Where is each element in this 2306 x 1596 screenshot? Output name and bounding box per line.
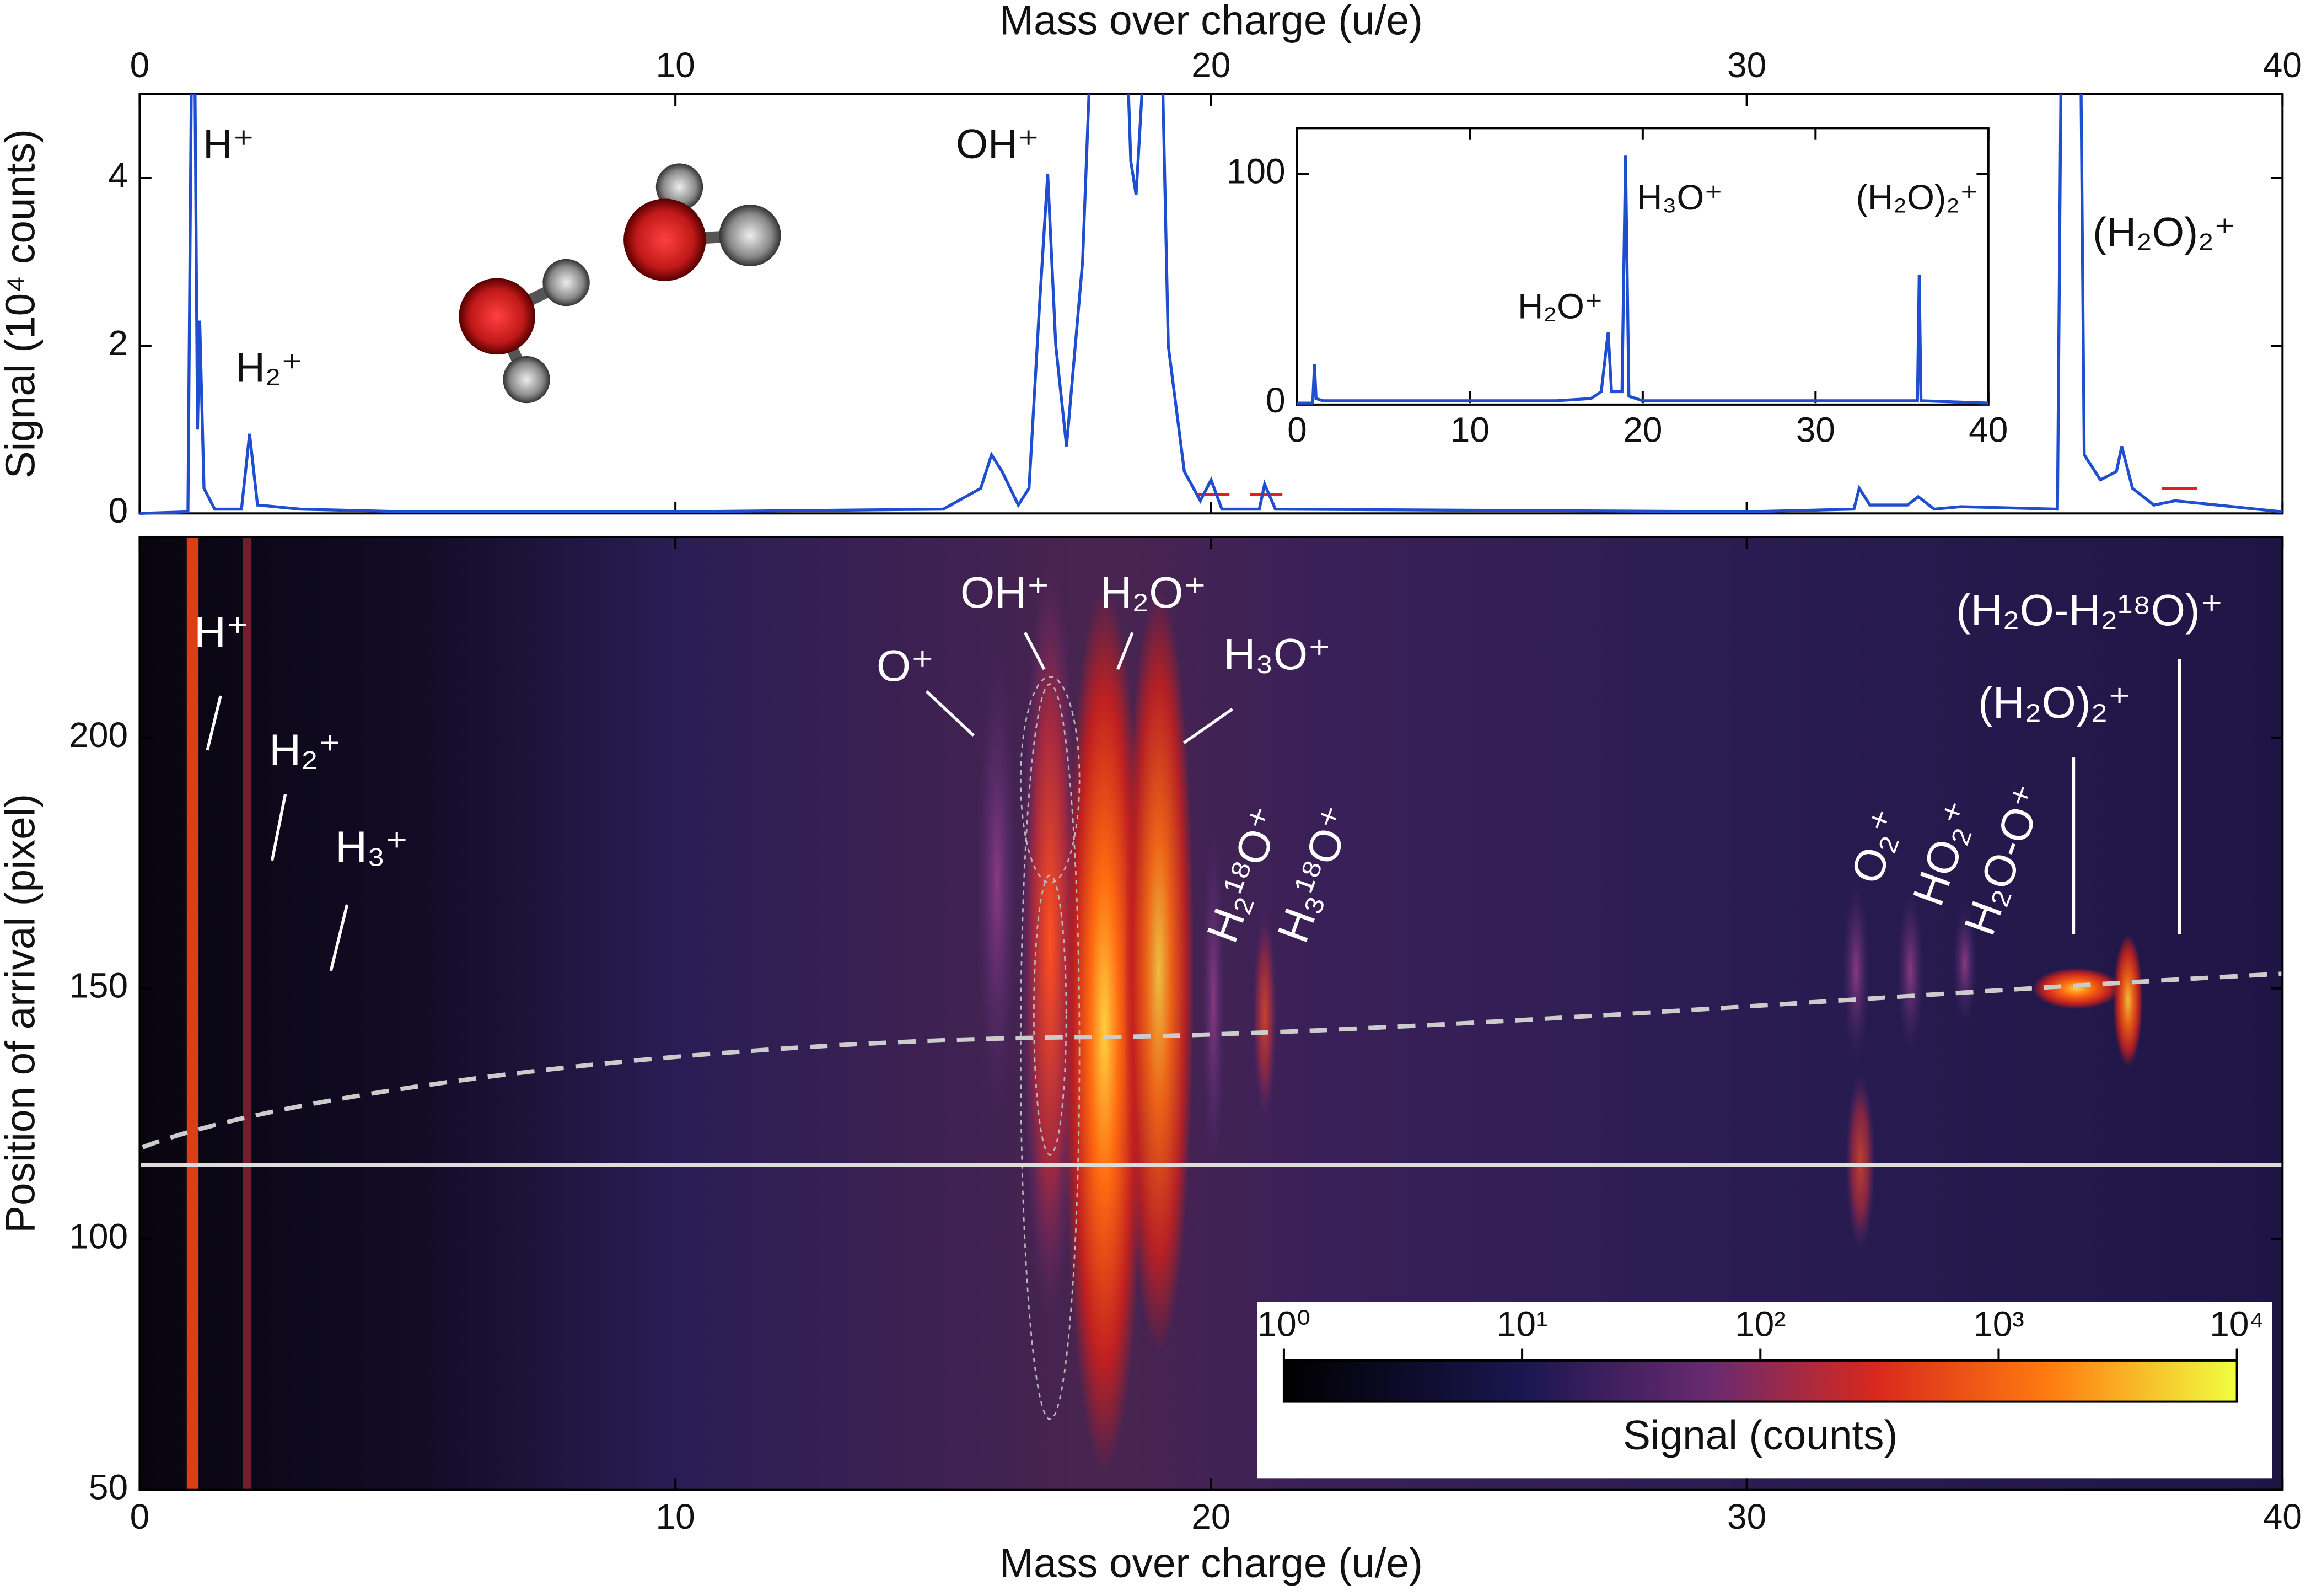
y-axis-title: Position of arrival (pixel)	[0, 794, 43, 1233]
y-axis-title: Signal (10⁴ counts)	[0, 129, 43, 479]
inset-frame	[1296, 127, 1990, 406]
annotation: H₂⁺	[235, 344, 303, 390]
annotation: H₃⁺	[335, 822, 408, 871]
x-tick-label: 10	[656, 45, 695, 85]
annotation: OH⁺	[960, 568, 1050, 617]
x-axis-title: Mass over charge (u/e)	[999, 0, 1423, 44]
colorbar-tick-label: 10¹	[1497, 1304, 1548, 1344]
x-axis-title: Mass over charge (u/e)	[999, 1540, 1423, 1586]
x-tick-label: 10	[656, 1497, 695, 1536]
annotation: H₂⁺	[269, 725, 341, 774]
y-tick-label: 200	[69, 715, 128, 755]
y-tick-label: 100	[69, 1217, 128, 1256]
x-tick-label: 40	[1969, 410, 2008, 449]
colorbar-tick-label: 10³	[1973, 1304, 2024, 1344]
x-tick-label: 0	[130, 45, 150, 85]
x-tick-label: 20	[1623, 410, 1662, 449]
y-tick-label: 0	[1266, 380, 1286, 420]
x-tick-label: 10	[1450, 410, 1490, 449]
leader-lines	[206, 632, 2181, 971]
top-panel: 0 10 20 30 40 0 2 4 Mass over charge (u/e) Signal…	[0, 0, 2302, 530]
x-tick-label: 0	[130, 1497, 150, 1536]
y-tick-label: 100	[1227, 151, 1286, 191]
molecule	[459, 163, 781, 404]
annotation: H⁺	[203, 121, 254, 167]
colorbar-tick-label: 10⁴	[2210, 1304, 2264, 1344]
annotation: H₃O⁺	[1637, 178, 1723, 217]
x-tick-label: 30	[1727, 45, 1766, 85]
annotation: (H₂O-H₂¹⁸O)⁺	[1956, 585, 2223, 635]
spectrum-line	[139, 94, 2283, 515]
colorbar	[1282, 1359, 2238, 1403]
annotation: O⁺	[877, 641, 934, 690]
y-tick-label: 2	[108, 323, 128, 363]
x-tick-label: 20	[1191, 45, 1230, 85]
annotation: H⁺	[194, 608, 249, 657]
annotation: H₃O⁺	[1224, 630, 1331, 679]
spectrum-line	[1297, 155, 1988, 405]
annotation: (H₂O)₂⁺	[1978, 678, 2131, 727]
y-tick-label: 50	[89, 1468, 128, 1507]
colorbar-tick-label: 10²	[1735, 1304, 1786, 1344]
annotation: OH⁺	[956, 121, 1039, 167]
colorbar-tick-label: 10⁰	[1257, 1304, 1310, 1344]
colorbar-title: Signal (counts)	[1623, 1412, 1898, 1458]
heatmap-image	[139, 536, 2283, 1490]
y-tick-label: 150	[69, 966, 128, 1006]
y-tick-label: 4	[108, 155, 128, 195]
y-tick-label: 0	[108, 491, 128, 530]
x-tick-label: 20	[1191, 1497, 1230, 1536]
x-tick-label: 30	[1727, 1497, 1766, 1536]
annotation: H₂O⁺	[1518, 286, 1603, 326]
annotation: (H₂O)₂⁺	[2093, 209, 2235, 255]
annotation: (H₂O)₂⁺	[1856, 178, 1979, 217]
x-tick-label: 30	[1796, 410, 1835, 449]
x-tick-label: 40	[2263, 45, 2302, 85]
x-tick-label: 0	[1287, 410, 1307, 449]
annotation: H₂O⁺	[1100, 568, 1206, 617]
heatmap-panel: 0 10 20 30 40 50 100 150 200 Mass over charge (u/…	[0, 535, 2302, 1586]
x-tick-label: 40	[2263, 1497, 2302, 1536]
